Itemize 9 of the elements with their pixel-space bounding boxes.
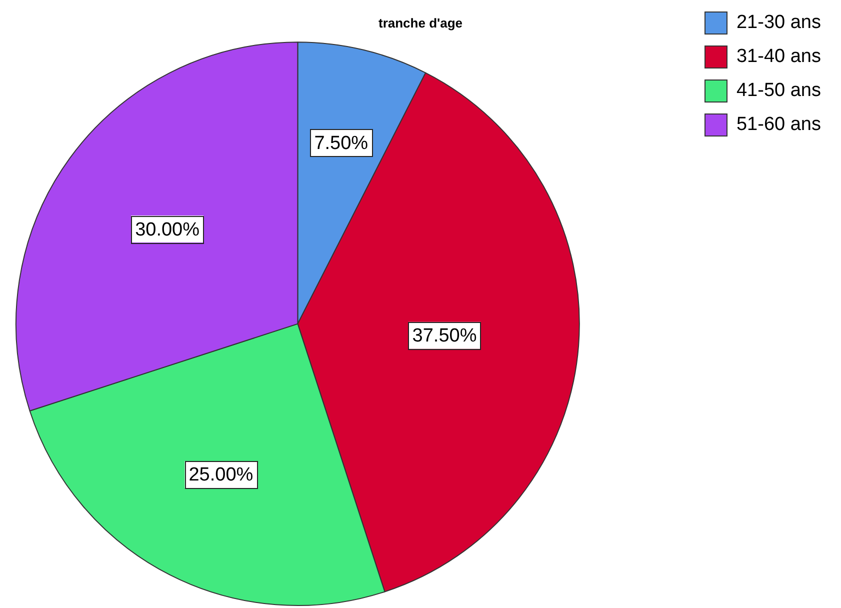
data-label: 25.00% [188,464,254,486]
legend-label: 51-60 ans [736,114,822,136]
data-label: 30.00% [135,219,200,240]
legend-label: 21-30 ans [736,12,822,34]
data-label: 7.50% [314,133,368,154]
legend-label: 41-50 ans [736,80,822,102]
legend-label: 31-40 ans [736,46,822,68]
chart-title: tranche d'age [378,15,463,30]
data-label: 37.50% [412,326,477,347]
